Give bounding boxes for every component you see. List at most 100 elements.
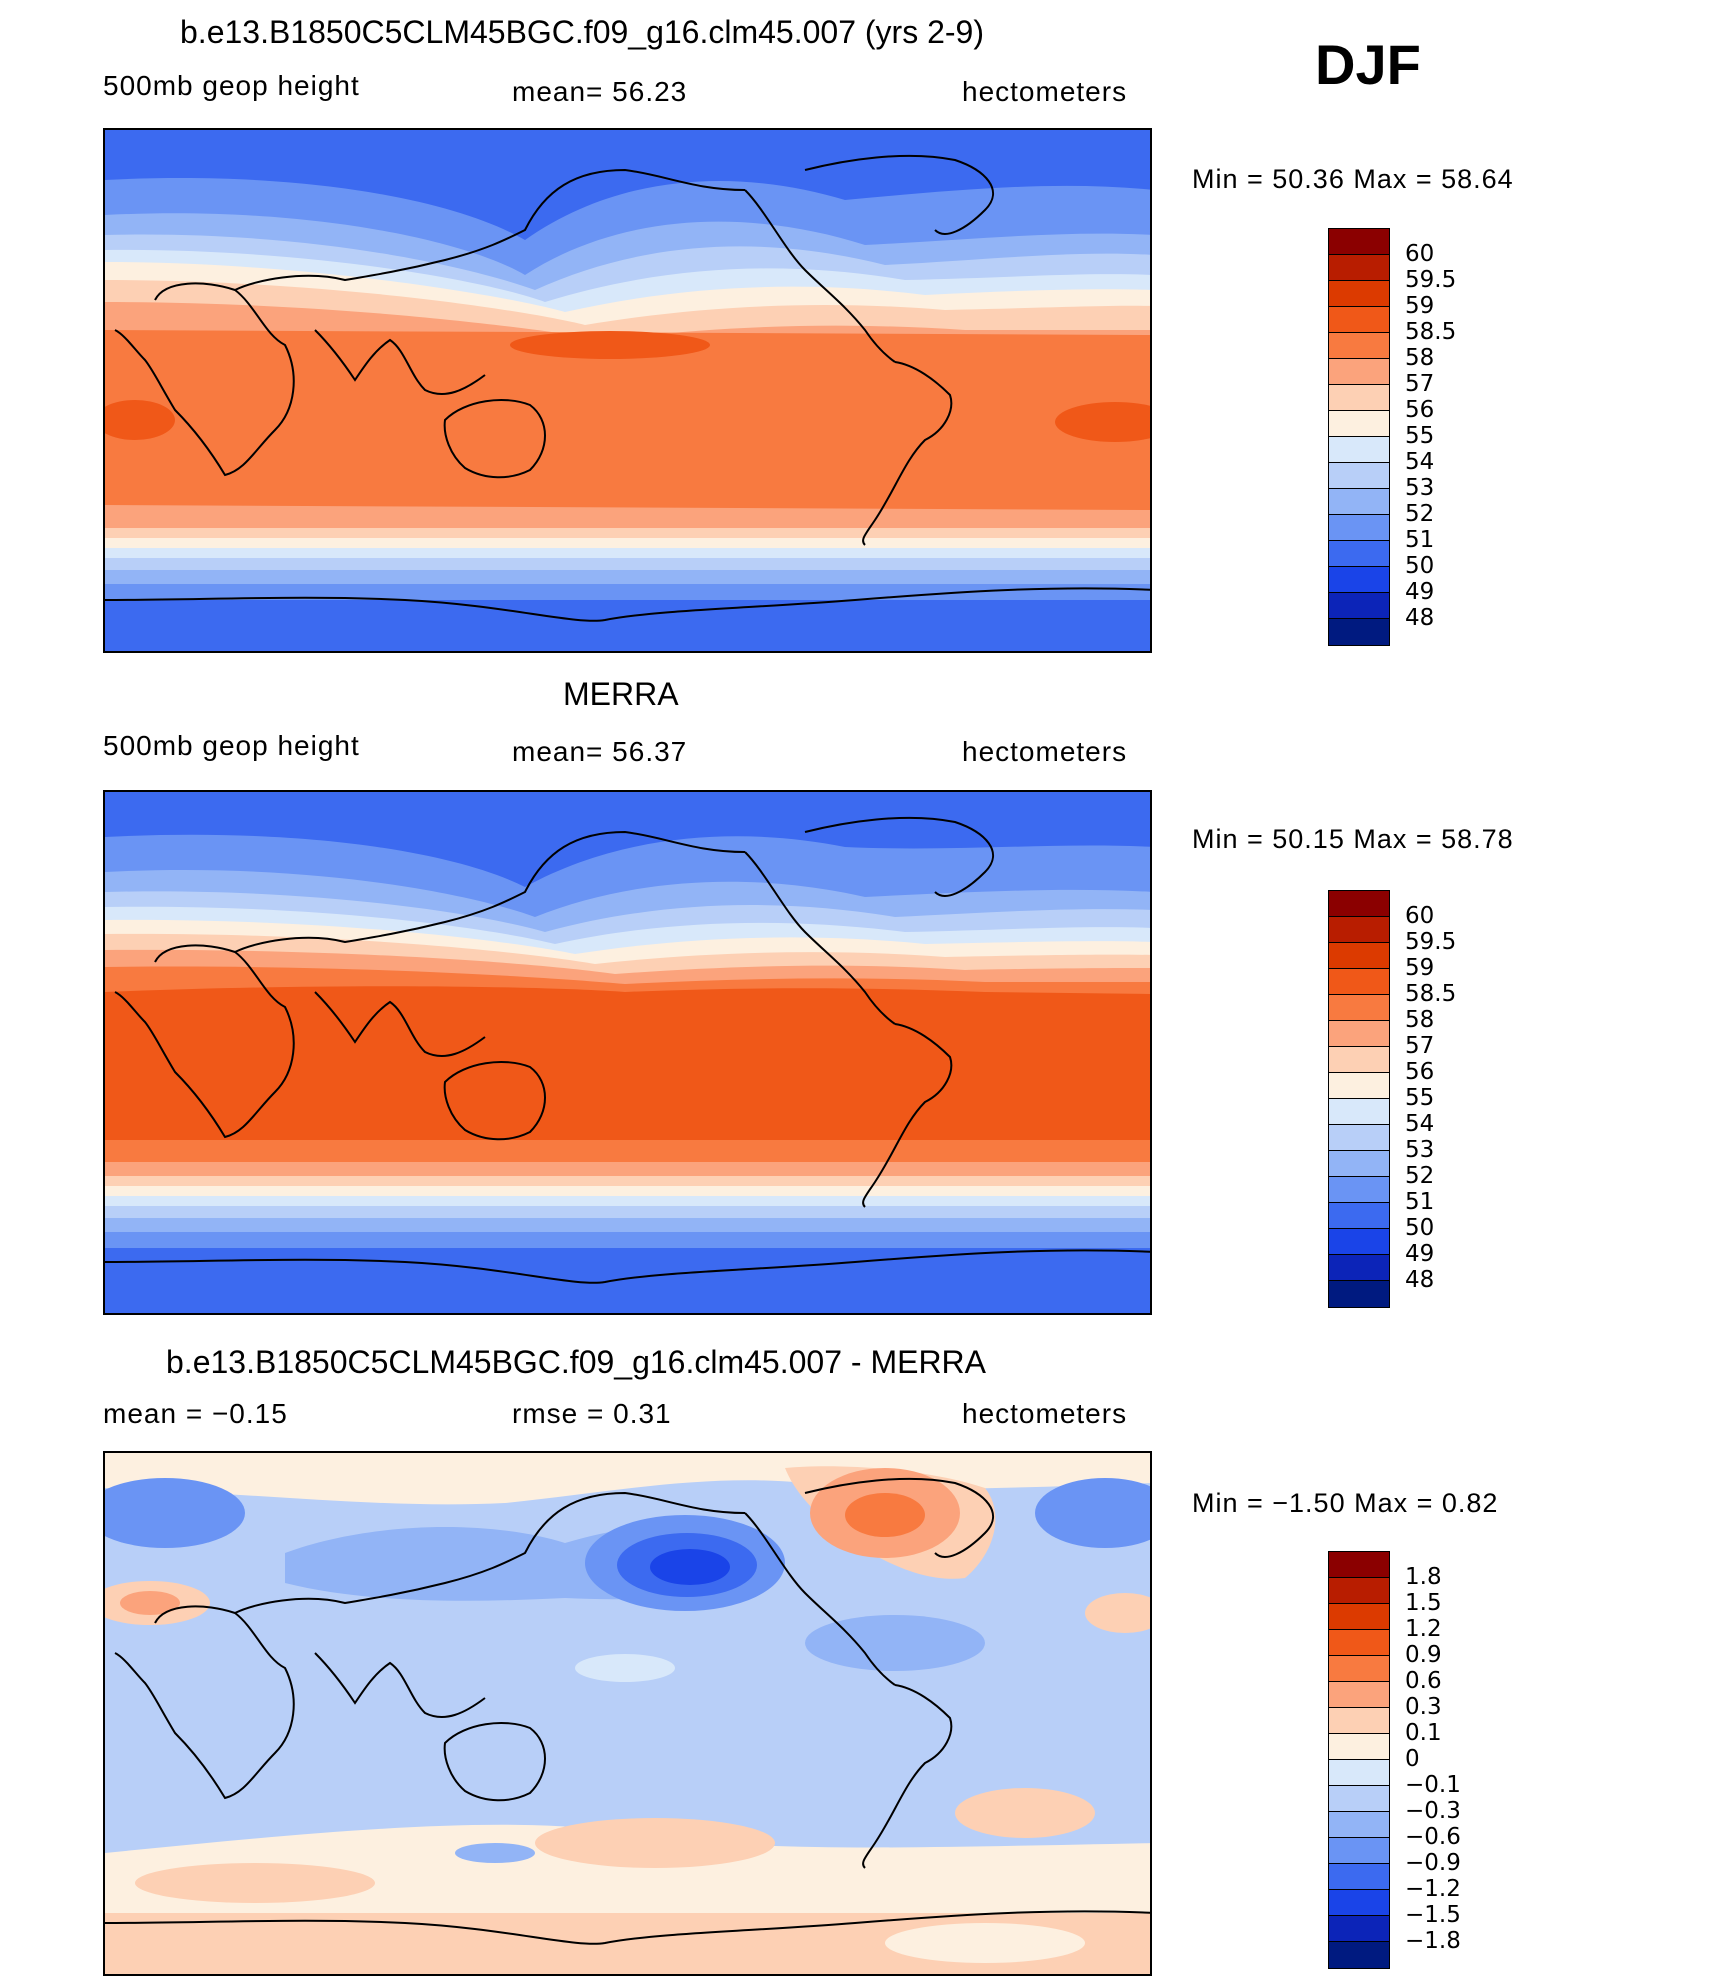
colorbar-swatch xyxy=(1329,917,1389,943)
colorbar-label: 59.5 xyxy=(1405,267,1457,293)
colorbar-label: 48 xyxy=(1405,605,1435,631)
coastline-south-asia xyxy=(314,329,486,395)
panel-2-mean-label: mean= 56.37 xyxy=(512,736,688,767)
colorbar-swatch xyxy=(1329,969,1389,995)
colorbar-label: 57 xyxy=(1405,371,1435,397)
field-band xyxy=(105,548,1150,558)
colorbar-label: 49 xyxy=(1405,579,1435,605)
colorbar-swatch xyxy=(1329,1073,1389,1099)
colorbar-swatch xyxy=(1329,229,1389,255)
panel-2-title: MERRA xyxy=(563,676,679,712)
colorbar-swatch xyxy=(1329,1281,1389,1307)
field-band xyxy=(105,1248,1150,1313)
panel-2-variable-label: 500mb geop height xyxy=(103,730,360,761)
colorbar-swatch xyxy=(1329,1734,1389,1760)
field-band xyxy=(105,1453,1150,1505)
colorbar-swatch xyxy=(1329,1255,1389,1281)
panel-3-colorbar xyxy=(1328,1551,1390,1969)
field-band xyxy=(105,400,175,440)
colorbar-swatch xyxy=(1329,437,1389,463)
colorbar-swatch xyxy=(1329,1604,1389,1630)
field-band xyxy=(105,1140,1150,1162)
colorbar-swatch xyxy=(1329,619,1389,645)
colorbar-swatch xyxy=(1329,281,1389,307)
colorbar-label: 58.5 xyxy=(1405,981,1457,1007)
colorbar-label: 54 xyxy=(1405,449,1435,475)
field-band xyxy=(105,1478,245,1548)
colorbar-label: 56 xyxy=(1405,1059,1435,1085)
colorbar-label: 0.1 xyxy=(1405,1720,1442,1746)
colorbar-swatch xyxy=(1329,1864,1389,1890)
colorbar-swatch xyxy=(1329,1630,1389,1656)
panel-3-units-label: hectometers xyxy=(962,1398,1128,1429)
coastline-antarctica xyxy=(105,1910,1150,1945)
colorbar-label: 53 xyxy=(1405,1137,1435,1163)
coastline-antarctica xyxy=(105,587,1150,622)
field-band xyxy=(535,1818,775,1868)
coastline-south-asia xyxy=(314,1652,486,1718)
coastline-australia xyxy=(443,1722,546,1802)
coastlines xyxy=(105,1477,1150,1945)
panel-3-title: b.e13.B1850C5CLM45BGC.f09_g16.clm45.007 … xyxy=(166,1344,986,1380)
field-band xyxy=(105,570,1150,584)
colorbar-swatch xyxy=(1329,1177,1389,1203)
colorbar-label: 58.5 xyxy=(1405,319,1457,345)
field-band xyxy=(105,1206,1150,1218)
field-band xyxy=(105,986,1150,1142)
panel-3-mean-label: mean = −0.15 xyxy=(103,1398,288,1429)
field-band xyxy=(1055,402,1150,442)
colorbar-label: 58 xyxy=(1405,1007,1435,1033)
panel-1-variable-label: 500mb geop height xyxy=(103,70,360,101)
colorbar-swatch xyxy=(1329,891,1389,917)
coastline-eurasia xyxy=(234,1491,746,1614)
panel-3-map xyxy=(103,1451,1152,1976)
colorbar-label: 50 xyxy=(1405,553,1435,579)
colorbar-label: 57 xyxy=(1405,1033,1435,1059)
colorbar-label: 55 xyxy=(1405,1085,1435,1111)
colorbar-label: 52 xyxy=(1405,1163,1435,1189)
colorbar-label: 1.2 xyxy=(1405,1616,1442,1642)
panel-2-map xyxy=(103,790,1152,1315)
colorbar-label: 58 xyxy=(1405,345,1435,371)
field-band xyxy=(105,1176,1150,1186)
colorbar-swatch xyxy=(1329,1021,1389,1047)
colorbar-swatch xyxy=(1329,359,1389,385)
colorbar-label: 0.9 xyxy=(1405,1642,1442,1668)
colorbar-swatch xyxy=(1329,1656,1389,1682)
colorbar-label: 0 xyxy=(1405,1746,1420,1772)
field-band xyxy=(105,1232,1150,1248)
field-band xyxy=(1085,1593,1150,1633)
panel-1-map xyxy=(103,128,1152,653)
panel-1-min-max: Min = 50.36 Max = 58.64 xyxy=(1192,164,1514,194)
colorbar-swatch xyxy=(1329,593,1389,619)
colorbar-label: 53 xyxy=(1405,475,1435,501)
field-band xyxy=(105,600,1150,651)
field-band xyxy=(105,584,1150,600)
coastline-eurasia xyxy=(234,830,746,953)
panel-3-map-svg xyxy=(105,1453,1150,1974)
season-label: DJF xyxy=(1315,33,1421,96)
panel-1-map-svg xyxy=(105,130,1150,651)
coastline-north-america xyxy=(744,1512,896,1686)
colorbar-label: 54 xyxy=(1405,1111,1435,1137)
panel-3-min-max: Min = −1.50 Max = 0.82 xyxy=(1192,1488,1499,1518)
coastline-australia xyxy=(443,399,546,479)
colorbar-swatch xyxy=(1329,943,1389,969)
colorbar-swatch xyxy=(1329,1760,1389,1786)
panel-3-rmse-label: rmse = 0.31 xyxy=(512,1398,672,1429)
field-band xyxy=(885,1923,1085,1963)
colorbar-label: 50 xyxy=(1405,1215,1435,1241)
field-band xyxy=(105,330,1150,510)
colorbar-swatch xyxy=(1329,1916,1389,1942)
coastline-arctic xyxy=(804,154,995,235)
field-band xyxy=(105,510,1150,528)
colorbar-label: 59 xyxy=(1405,955,1435,981)
panel-1-units-label: hectometers xyxy=(962,76,1128,107)
coastline-south-america xyxy=(862,1023,953,1208)
colorbar-swatch xyxy=(1329,1786,1389,1812)
field-band xyxy=(105,1196,1150,1206)
field-band xyxy=(105,558,1150,570)
colorbar-label: 49 xyxy=(1405,1241,1435,1267)
coastline-arctic xyxy=(804,816,995,897)
colorbar-label: 51 xyxy=(1405,527,1435,553)
